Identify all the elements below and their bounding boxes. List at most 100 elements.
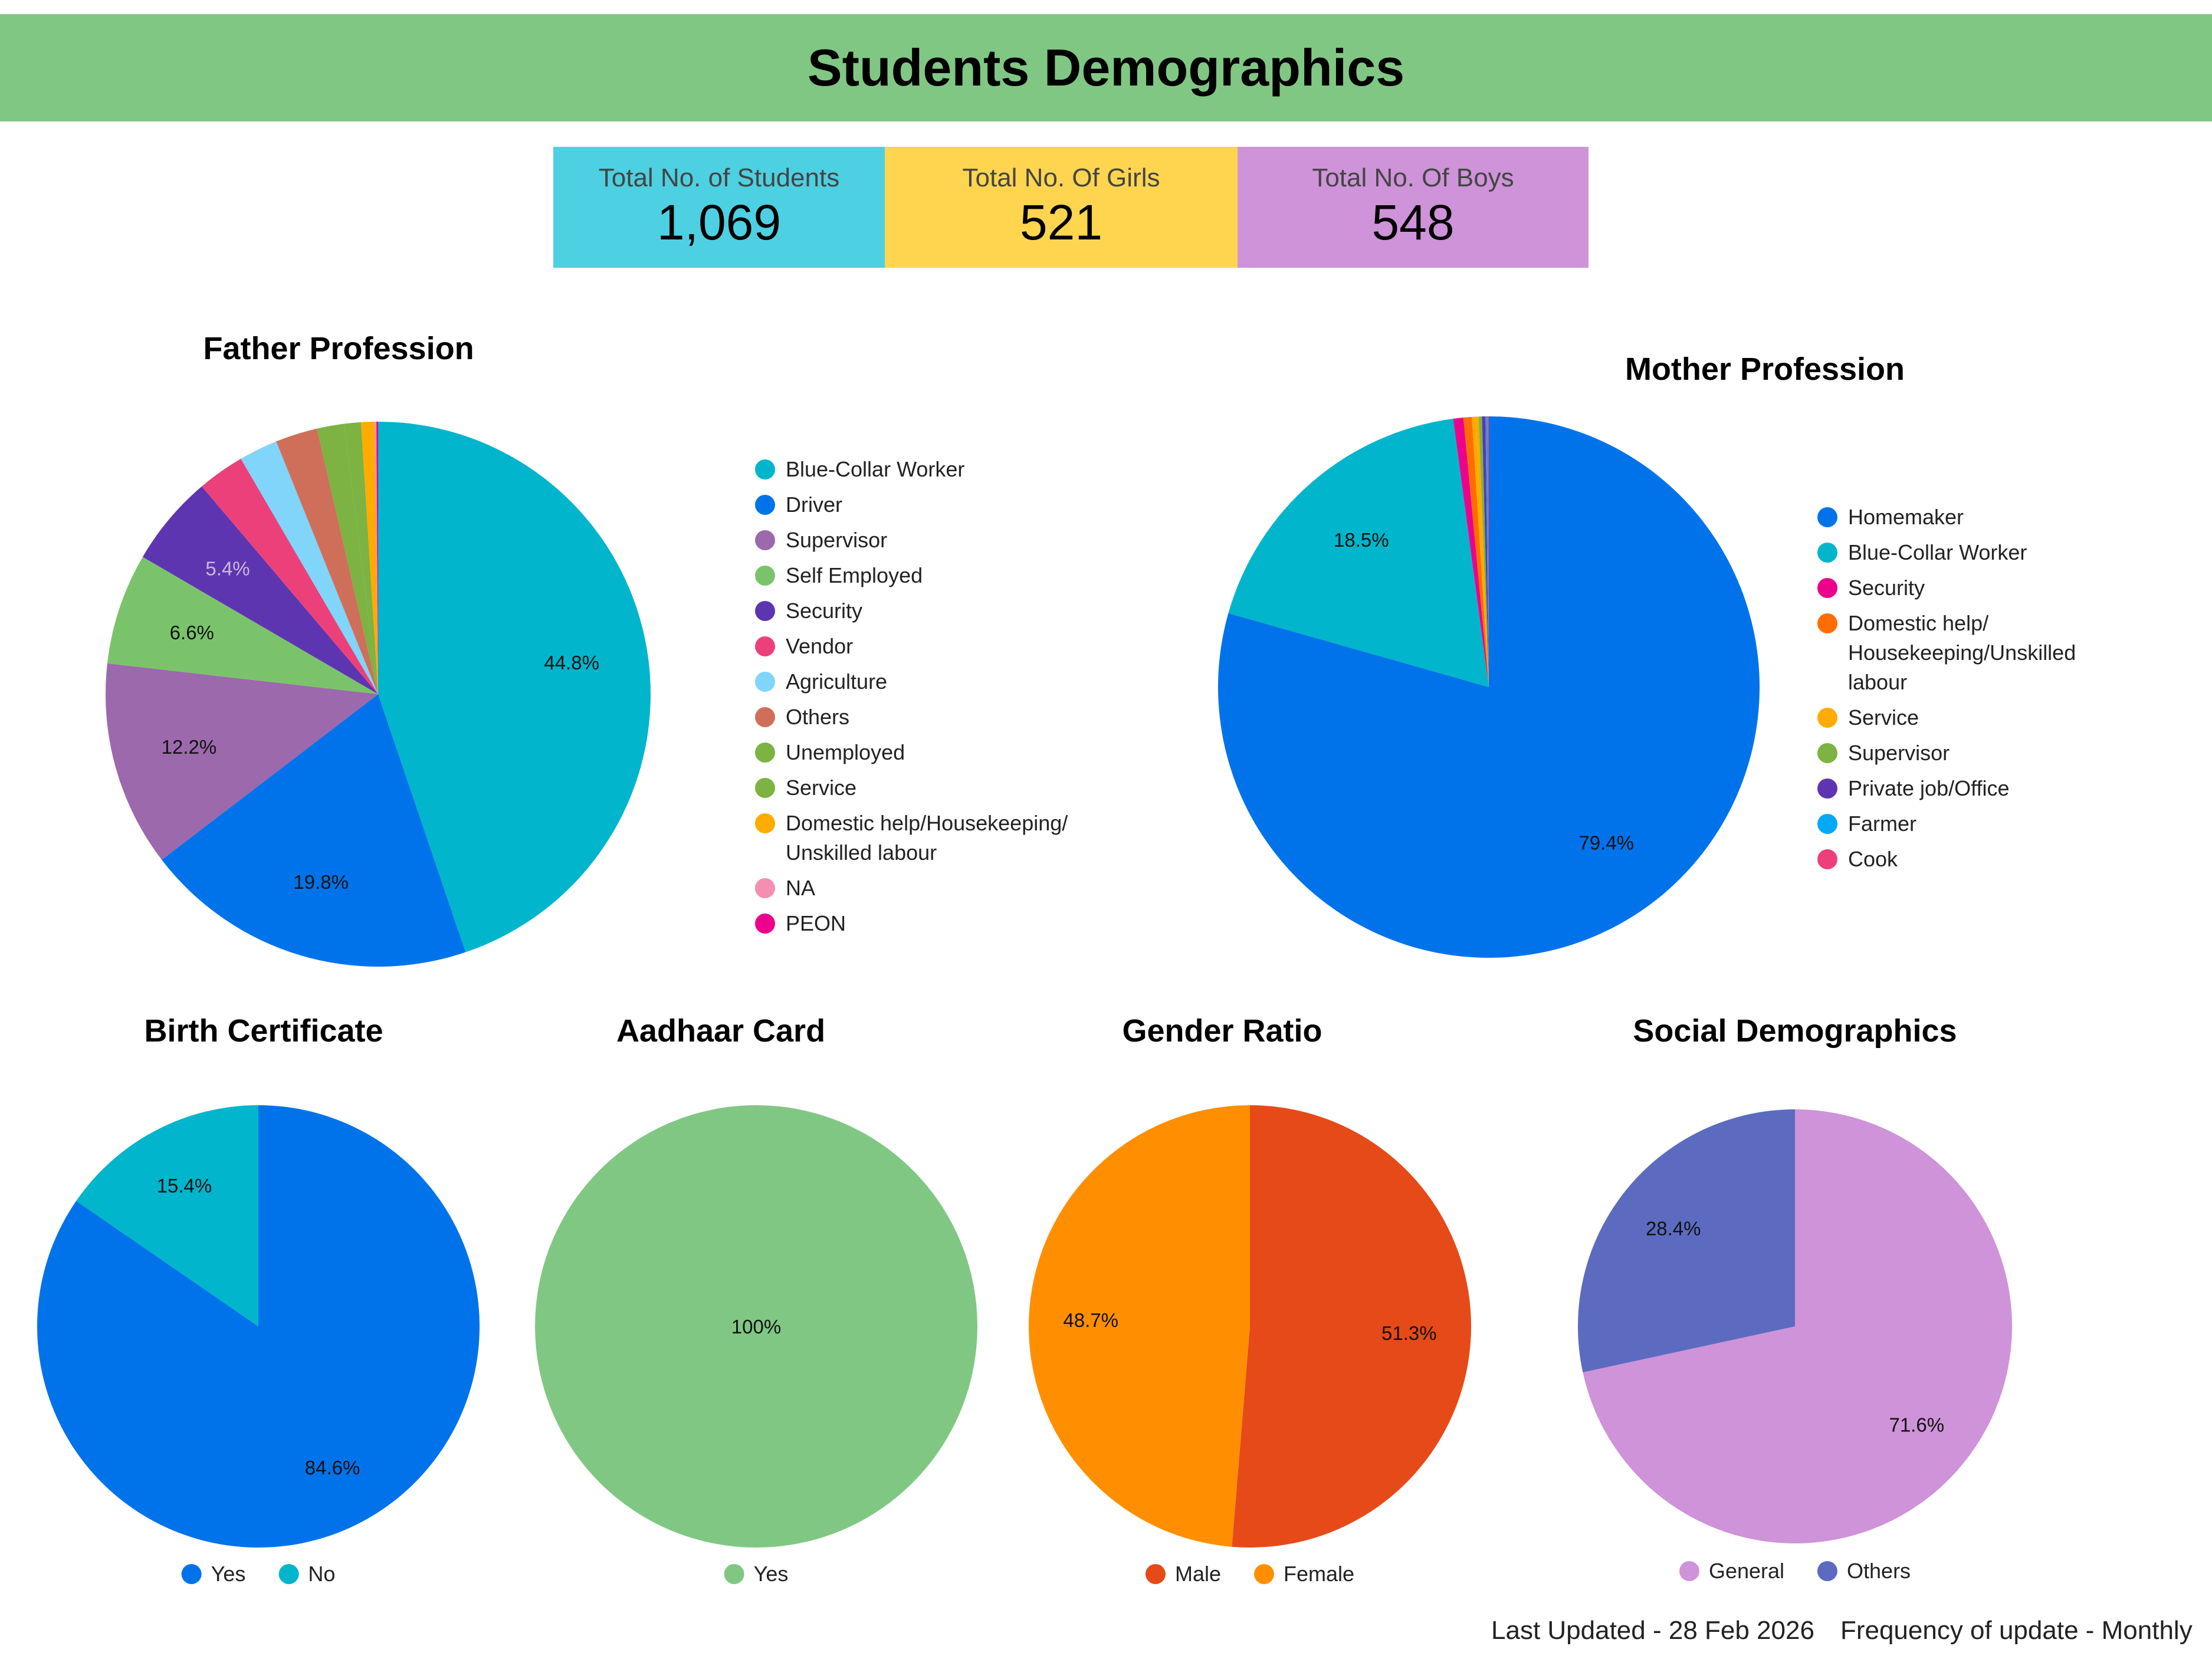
legend-item-yes[interactable]: Yes bbox=[181, 1562, 246, 1586]
kpi-total-girls: Total No. Of Girls 521 bbox=[885, 147, 1238, 268]
legend-item-supervisor[interactable]: Supervisor bbox=[755, 525, 1121, 555]
legend-item-domestic-help-housekeeping-unskilled-labour[interactable]: Domestic help/ Housekeeping/Unskilled la… bbox=[1817, 609, 2124, 697]
legend-swatch-icon bbox=[1817, 708, 1837, 728]
legend-label: Vendor bbox=[786, 634, 854, 658]
legend-item-farmer[interactable]: Farmer bbox=[1817, 809, 2124, 839]
legend-swatch-icon bbox=[755, 707, 775, 727]
legend-label: Supervisor bbox=[786, 528, 888, 552]
data-label: 5.4% bbox=[205, 557, 250, 579]
legend-swatch-icon bbox=[755, 495, 775, 515]
legend-swatch-icon bbox=[1817, 849, 1837, 869]
legend-item-domestic-help-housekeeping-unskilled-labour[interactable]: Domestic help/Housekeeping/ Unskilled la… bbox=[755, 809, 1121, 868]
legend-item-private-job-office[interactable]: Private job/Office bbox=[1817, 774, 2124, 803]
legend-item-cook[interactable]: Cook bbox=[1817, 845, 2124, 874]
legend-swatch-icon bbox=[724, 1564, 744, 1584]
pie-slice-domestic-help-housekeeping-unskilled-labour bbox=[1463, 416, 1489, 687]
legend-swatch-icon bbox=[1817, 543, 1837, 563]
legend-item-na[interactable]: NA bbox=[755, 873, 1121, 903]
data-label: 71.6% bbox=[1889, 1414, 1944, 1435]
mother-profession-pie: 79.4% 18.5% bbox=[1218, 416, 1760, 958]
legend-item-peon[interactable]: PEON bbox=[755, 909, 1121, 938]
legend-label: Security bbox=[1848, 576, 1925, 600]
legend-item-male[interactable]: Male bbox=[1145, 1562, 1221, 1586]
legend-swatch-icon bbox=[1679, 1561, 1699, 1581]
legend-label: PEON bbox=[786, 911, 846, 935]
legend-label: Homemaker bbox=[1848, 505, 1964, 529]
legend-swatch-icon bbox=[755, 878, 775, 898]
legend-swatch-icon bbox=[755, 459, 775, 479]
legend-label: Female bbox=[1283, 1562, 1355, 1586]
pie-slice-supervisor bbox=[105, 663, 378, 860]
legend-item-service[interactable]: Service bbox=[1817, 703, 2124, 732]
social-demographics-title: Social Demographics bbox=[1633, 1013, 1957, 1049]
legend-swatch-icon bbox=[755, 566, 775, 586]
legend-swatch-icon bbox=[1253, 1564, 1274, 1584]
legend-item-blue-collar-worker[interactable]: Blue-Collar Worker bbox=[755, 455, 1121, 484]
pie-slice-blue-collar-worker bbox=[1228, 418, 1489, 687]
mother-profession-title: Mother Profession bbox=[1624, 351, 1905, 387]
legend-swatch-icon bbox=[1817, 578, 1837, 598]
legend-item-service[interactable]: Service bbox=[755, 773, 1121, 803]
legend-label: Farmer bbox=[1848, 812, 1916, 836]
gender-ratio-legend: Male Female bbox=[1145, 1562, 1355, 1586]
legend-label: Others bbox=[1847, 1559, 1911, 1583]
father-profession-pie: 44.8% 19.8% 12.2% 6.6% 5.4% bbox=[105, 422, 651, 967]
data-label: 100% bbox=[731, 1316, 781, 1338]
data-label: 28.4% bbox=[1646, 1218, 1701, 1240]
legend-item-others[interactable]: Others bbox=[1817, 1559, 1911, 1584]
legend-item-no[interactable]: No bbox=[278, 1562, 335, 1586]
kpi-value: 521 bbox=[1019, 195, 1103, 250]
pie-slice-others bbox=[276, 428, 378, 694]
dashboard-header: Students Demographics bbox=[0, 14, 2212, 121]
legend-item-self-employed[interactable]: Self Employed bbox=[755, 561, 1121, 590]
legend-item-female[interactable]: Female bbox=[1253, 1562, 1355, 1586]
legend-item-yes[interactable]: Yes bbox=[724, 1562, 788, 1586]
legend-item-blue-collar-worker[interactable]: Blue-Collar Worker bbox=[1817, 538, 2124, 567]
pie-slice-driver bbox=[162, 694, 466, 967]
legend-swatch-icon bbox=[755, 743, 775, 763]
gender-ratio-pie: 51.3% 48.7% bbox=[1029, 1105, 1472, 1548]
aadhaar-card-legend: Yes bbox=[724, 1562, 788, 1586]
legend-label: Yes bbox=[211, 1562, 246, 1586]
father-profession-legend: Blue-Collar Worker Driver Supervisor Self E… bbox=[755, 455, 1121, 944]
legend-swatch-icon bbox=[1817, 778, 1837, 799]
legend-item-driver[interactable]: Driver bbox=[755, 490, 1121, 520]
legend-item-security[interactable]: Security bbox=[1817, 573, 2124, 603]
legend-item-homemaker[interactable]: Homemaker bbox=[1817, 502, 2124, 532]
legend-swatch-icon bbox=[755, 813, 775, 833]
birth-certificate-title: Birth Certificate bbox=[144, 1013, 383, 1049]
page-title: Students Demographics bbox=[807, 38, 1405, 97]
legend-swatch-icon bbox=[755, 672, 775, 692]
legend-swatch-icon bbox=[1817, 507, 1837, 527]
data-label: 44.8% bbox=[544, 652, 599, 674]
kpi-label: Total No. Of Girls bbox=[962, 163, 1160, 192]
legend-label: Self Employed bbox=[786, 563, 923, 587]
legend-label: NA bbox=[786, 876, 816, 900]
data-label: 48.7% bbox=[1063, 1309, 1118, 1331]
legend-swatch-icon bbox=[755, 601, 775, 621]
pie-slice-peon bbox=[376, 422, 378, 694]
data-label: 79.4% bbox=[1578, 832, 1634, 854]
legend-label: Cook bbox=[1848, 847, 1898, 871]
legend-item-others[interactable]: Others bbox=[755, 702, 1121, 732]
kpi-value: 1,069 bbox=[657, 195, 782, 250]
pie-slice-no bbox=[76, 1105, 258, 1326]
pie-slice-farmer bbox=[1485, 416, 1489, 687]
legend-item-supervisor[interactable]: Supervisor bbox=[1817, 738, 2124, 768]
pie-slice-self-employed bbox=[107, 557, 378, 694]
pie-slice-cook bbox=[1487, 416, 1489, 687]
legend-item-agriculture[interactable]: Agriculture bbox=[755, 667, 1121, 697]
legend-label: General bbox=[1708, 1559, 1785, 1583]
legend-item-vendor[interactable]: Vendor bbox=[755, 632, 1121, 661]
legend-swatch-icon bbox=[1817, 613, 1837, 633]
legend-swatch-icon bbox=[278, 1564, 299, 1584]
legend-item-unemployed[interactable]: Unemployed bbox=[755, 738, 1121, 767]
legend-item-security[interactable]: Security bbox=[755, 596, 1121, 626]
pie-slice-female bbox=[1029, 1105, 1250, 1547]
legend-label: Unemployed bbox=[786, 740, 905, 764]
legend-item-general[interactable]: General bbox=[1679, 1559, 1784, 1584]
aadhaar-card-title: Aadhaar Card bbox=[616, 1013, 826, 1049]
legend-label: Security bbox=[786, 599, 863, 623]
legend-swatch-icon bbox=[1817, 743, 1837, 763]
legend-label: Male bbox=[1174, 1562, 1221, 1586]
